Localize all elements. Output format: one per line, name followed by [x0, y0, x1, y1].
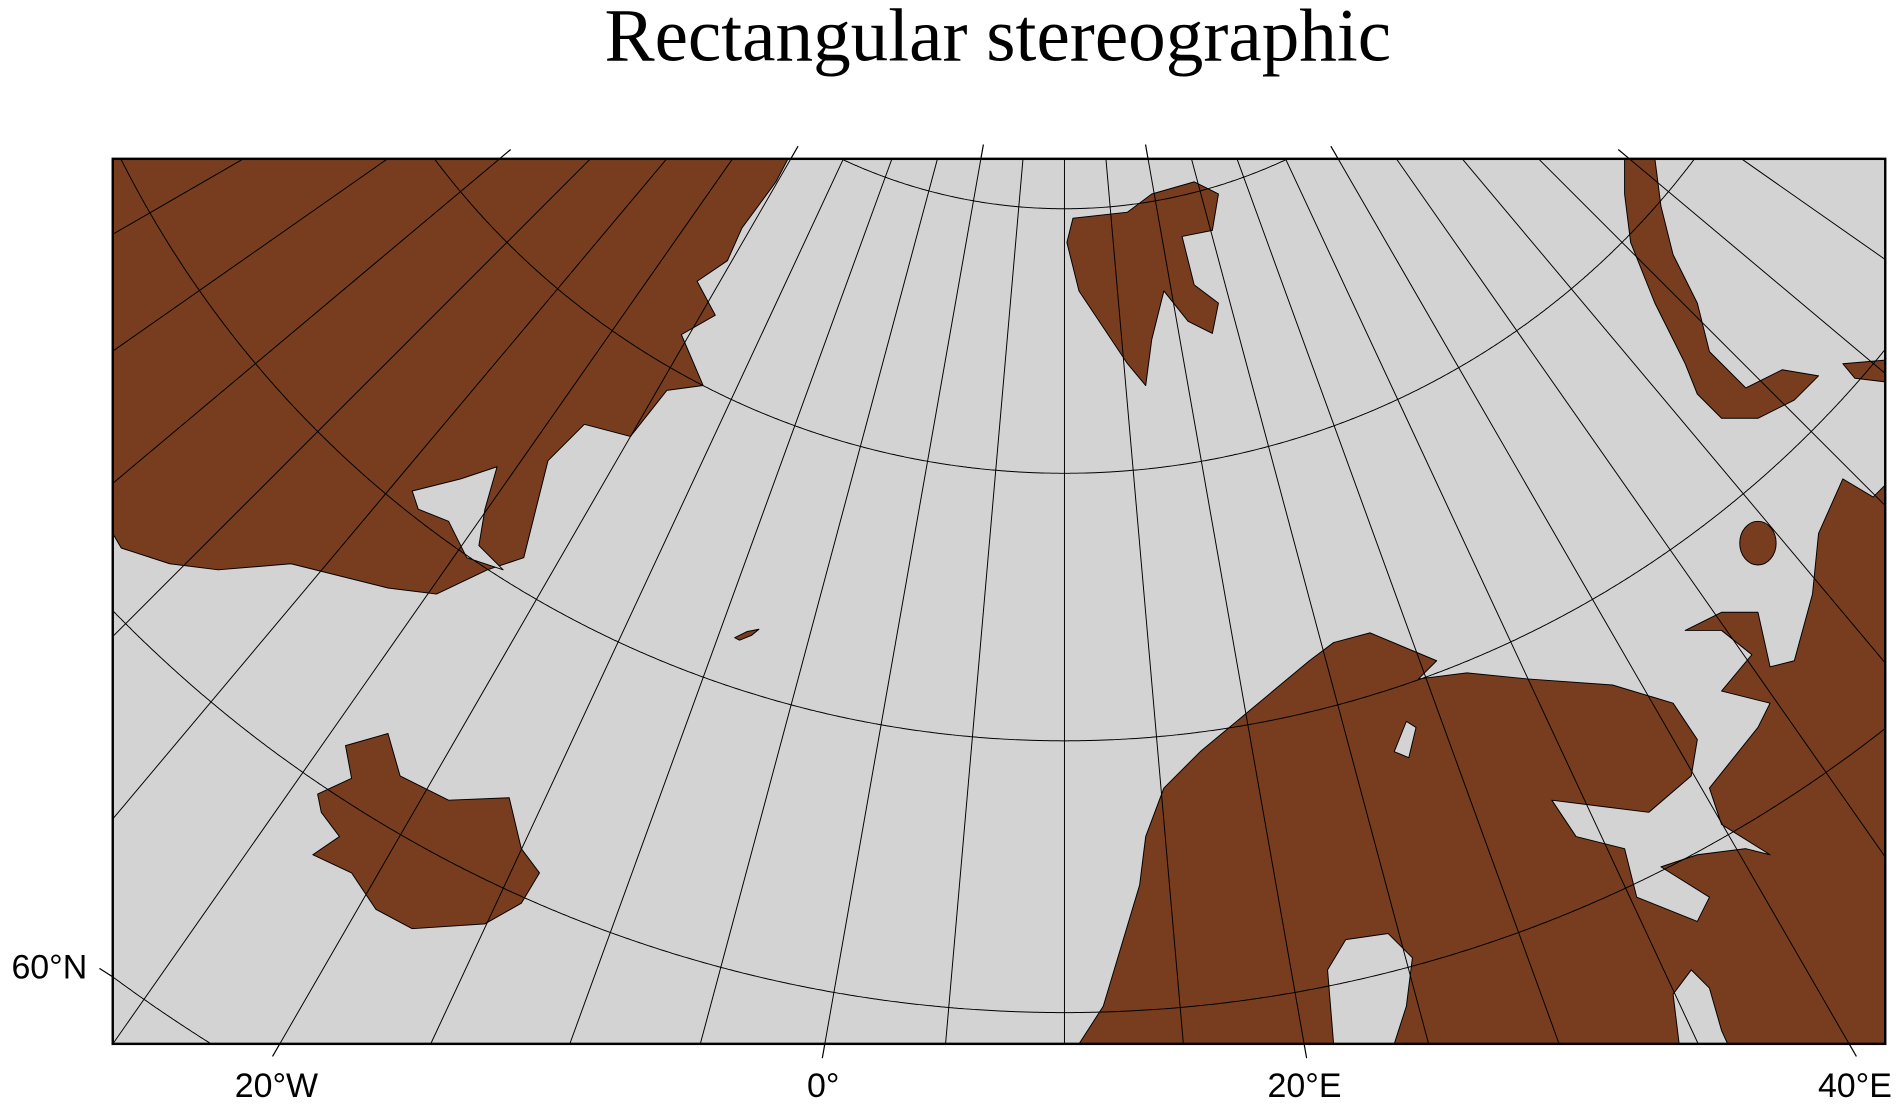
meridian-line — [112, 158, 388, 352]
land-greenland — [112, 158, 789, 595]
meridian-line — [1105, 158, 1184, 1044]
meridian-line — [1741, 158, 1886, 260]
meridian-line — [112, 158, 668, 820]
meridian-line — [1337, 158, 1850, 1045]
meridian-line — [430, 158, 844, 1045]
graticule — [112, 158, 1886, 1045]
meridian-line — [1285, 158, 1699, 1045]
tick-mark — [99, 967, 114, 978]
land-novaya-zemlya — [1624, 158, 1820, 419]
meridian-line — [1191, 158, 1430, 1044]
meridian-line — [112, 158, 733, 1045]
meridian-line — [1538, 158, 1886, 506]
ticks — [99, 144, 1857, 1059]
parallel-line — [433, 158, 1695, 474]
meridian-line — [1629, 158, 1886, 374]
meridian-line — [699, 158, 938, 1044]
tick-mark — [790, 145, 799, 160]
meridian-line — [824, 158, 982, 1044]
fjord — [411, 466, 504, 571]
tick-mark — [1303, 1043, 1308, 1059]
tick-mark — [1848, 1043, 1857, 1057]
land-scandinavia-russia — [1078, 478, 1886, 1044]
land-svalbard — [1066, 181, 1219, 387]
land-jan-mayen — [734, 628, 760, 641]
gulf-of-bothnia — [1327, 933, 1413, 1044]
parallel-line — [120, 158, 1885, 742]
map-frame — [111, 157, 1887, 1046]
tick-mark — [1330, 145, 1339, 160]
lake — [1393, 720, 1417, 759]
tick-mark — [1144, 144, 1149, 159]
lake — [1672, 969, 1729, 1044]
label-40e: 40°E — [1818, 1067, 1892, 1104]
land-iceland — [312, 733, 540, 930]
meridian-line — [1236, 158, 1560, 1045]
label-0: 0° — [807, 1067, 839, 1104]
tick-mark — [980, 144, 985, 159]
meridian-line — [112, 158, 244, 235]
meridian-line — [112, 158, 500, 484]
tick-mark — [821, 1043, 826, 1059]
label-20w: 20°W — [235, 1067, 318, 1104]
meridian-line — [1395, 158, 1886, 858]
meridian-line — [1461, 158, 1886, 664]
meridian-line — [112, 158, 591, 637]
land-kolguyev — [1739, 520, 1777, 566]
tick-mark — [272, 1043, 281, 1057]
meridian-line — [279, 158, 792, 1045]
tick-mark — [1617, 149, 1630, 160]
parallel-line — [112, 975, 212, 1045]
tick-mark — [499, 149, 512, 160]
label-60n: 60°N — [11, 948, 87, 986]
map-title: Rectangular stereographic — [604, 0, 1391, 78]
label-20e: 20°E — [1268, 1067, 1342, 1104]
parallel-line — [112, 610, 1886, 1014]
meridian-line — [945, 158, 1024, 1044]
meridian-line — [1147, 158, 1305, 1044]
meridian-line — [569, 158, 893, 1045]
